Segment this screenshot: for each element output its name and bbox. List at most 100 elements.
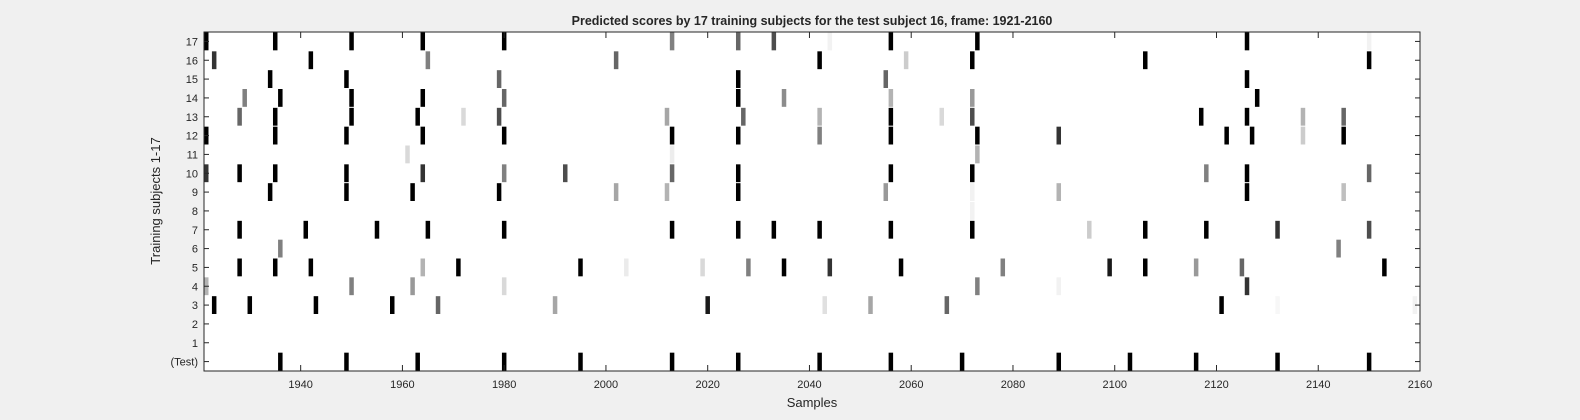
score-mark-row-4-6 bbox=[1244, 277, 1250, 296]
score-mark-row-test-9 bbox=[959, 352, 965, 371]
score-mark-row-7-9 bbox=[888, 220, 894, 239]
score-mark-row-7-8 bbox=[817, 220, 822, 239]
score-mark-row-7-13 bbox=[1204, 220, 1209, 239]
x-tick-label: 2020 bbox=[695, 379, 719, 391]
score-mark-row-4-5 bbox=[1056, 277, 1062, 296]
y-tick-label: (Test) bbox=[171, 357, 199, 369]
score-mark-row-13-4 bbox=[461, 107, 466, 126]
score-mark-row-5-15 bbox=[1193, 258, 1199, 277]
score-mark-row-5-9 bbox=[781, 258, 787, 277]
score-mark-row-13-2 bbox=[349, 107, 354, 126]
score-mark-row-7-3 bbox=[425, 220, 431, 239]
score-mark-row-12-11 bbox=[1224, 126, 1229, 145]
score-mark-row-4-1 bbox=[349, 277, 354, 296]
score-mark-row-12-1 bbox=[272, 126, 278, 145]
score-mark-row-14-0 bbox=[242, 89, 247, 107]
y-tick-label: 1 bbox=[192, 338, 198, 350]
y-tick-label: 12 bbox=[186, 131, 198, 143]
y-tick-label: 5 bbox=[192, 262, 198, 274]
score-mark-row-17-2 bbox=[349, 32, 354, 51]
y-tick-label: 4 bbox=[192, 281, 198, 293]
score-mark-row-test-7 bbox=[817, 352, 822, 371]
x-tick-label: 2160 bbox=[1408, 379, 1432, 391]
score-mark-row-13-13 bbox=[1244, 107, 1250, 126]
score-mark-row-16-2 bbox=[425, 51, 431, 70]
score-mark-row-7-4 bbox=[501, 220, 507, 239]
score-mark-row-17-3 bbox=[420, 32, 426, 51]
y-tick-label: 15 bbox=[186, 74, 198, 86]
y-axis-label: Training subjects 1-17 bbox=[148, 137, 163, 264]
score-mark-row-14-3 bbox=[420, 89, 426, 107]
score-mark-row-4-3 bbox=[501, 277, 507, 296]
score-mark-row-13-12 bbox=[1198, 107, 1204, 126]
score-mark-row-3-12 bbox=[1412, 296, 1418, 314]
x-tick-label: 2040 bbox=[797, 379, 821, 391]
score-mark-row-12-5 bbox=[669, 126, 675, 145]
score-mark-row-3-0 bbox=[211, 296, 217, 314]
y-tick-label: 7 bbox=[192, 225, 198, 237]
score-mark-row-5-10 bbox=[827, 258, 833, 277]
score-mark-row-12-8 bbox=[888, 126, 894, 145]
score-mark-row-10-7 bbox=[669, 164, 675, 183]
score-mark-row-12-2 bbox=[344, 126, 349, 145]
plot-frame bbox=[203, 31, 1421, 372]
score-mark-row-14-6 bbox=[781, 89, 787, 107]
score-mark-row-8-0 bbox=[970, 202, 975, 220]
score-mark-row-7-15 bbox=[1366, 220, 1372, 239]
score-mark-row-5-5 bbox=[578, 258, 583, 277]
score-mark-row-9-1 bbox=[344, 183, 349, 201]
score-mark-row-10-9 bbox=[888, 164, 894, 183]
score-mark-row-11-0 bbox=[405, 145, 410, 164]
score-mark-row-16-5 bbox=[903, 51, 909, 70]
score-mark-row-4-2 bbox=[410, 277, 415, 296]
score-mark-row-16-3 bbox=[613, 51, 619, 70]
score-mark-row-7-0 bbox=[237, 220, 242, 239]
score-mark-row-12-9 bbox=[975, 126, 980, 145]
score-mark-row-13-5 bbox=[496, 107, 502, 126]
score-mark-row-10-6 bbox=[562, 164, 568, 183]
score-mark-row-5-13 bbox=[1107, 258, 1112, 277]
score-mark-row-12-10 bbox=[1056, 126, 1062, 145]
score-mark-row-17-8 bbox=[827, 32, 833, 51]
x-axis-label: Samples bbox=[787, 395, 838, 410]
score-mark-row-12-3 bbox=[420, 126, 426, 145]
score-mark-row-13-14 bbox=[1300, 107, 1306, 126]
score-mark-row-13-7 bbox=[741, 107, 746, 126]
score-mark-row-12-6 bbox=[735, 126, 741, 145]
score-mark-row-14-9 bbox=[1254, 89, 1260, 107]
x-tick-label: 2140 bbox=[1306, 379, 1330, 391]
score-mark-row-5-16 bbox=[1239, 258, 1245, 277]
score-mark-row-10-2 bbox=[272, 164, 278, 183]
score-mark-row-14-1 bbox=[278, 89, 283, 107]
score-mark-row-16-1 bbox=[308, 51, 314, 70]
score-mark-row-9-0 bbox=[267, 183, 273, 201]
x-tick-label: 1960 bbox=[390, 379, 414, 391]
score-mark-row-9-5 bbox=[664, 183, 670, 201]
score-marks bbox=[204, 32, 1418, 371]
x-axis-ticks: 1940 1960 1980 2000 2020 2040 2060 2080 2100 2120… bbox=[288, 32, 1432, 391]
score-mark-row-6-1 bbox=[1336, 239, 1341, 258]
score-mark-row-10-3 bbox=[344, 164, 349, 183]
score-mark-row-5-2 bbox=[308, 258, 314, 277]
score-mark-row-9-8 bbox=[970, 183, 975, 201]
y-tick-label: 2 bbox=[192, 319, 198, 331]
score-mark-row-12-13 bbox=[1300, 126, 1306, 145]
y-tick-label: 9 bbox=[192, 187, 198, 199]
score-mark-row-test-3 bbox=[501, 352, 507, 371]
score-mark-row-17-7 bbox=[771, 32, 777, 51]
score-mark-row-15-3 bbox=[735, 70, 741, 88]
score-mark-row-14-8 bbox=[970, 89, 975, 107]
score-mark-row-13-1 bbox=[272, 107, 278, 126]
score-mark-row-5-8 bbox=[746, 258, 751, 277]
score-mark-row-13-8 bbox=[817, 107, 822, 126]
score-mark-row-14-2 bbox=[349, 89, 354, 107]
score-mark-row-3-3 bbox=[390, 296, 395, 314]
score-mark-row-3-11 bbox=[1275, 296, 1280, 314]
score-mark-row-9-3 bbox=[496, 183, 502, 201]
x-tick-label: 2060 bbox=[899, 379, 923, 391]
score-mark-row-3-9 bbox=[944, 296, 950, 314]
score-mark-row-16-0 bbox=[211, 51, 217, 70]
score-mark-row-12-12 bbox=[1249, 126, 1255, 145]
score-mark-row-15-5 bbox=[1244, 70, 1250, 88]
